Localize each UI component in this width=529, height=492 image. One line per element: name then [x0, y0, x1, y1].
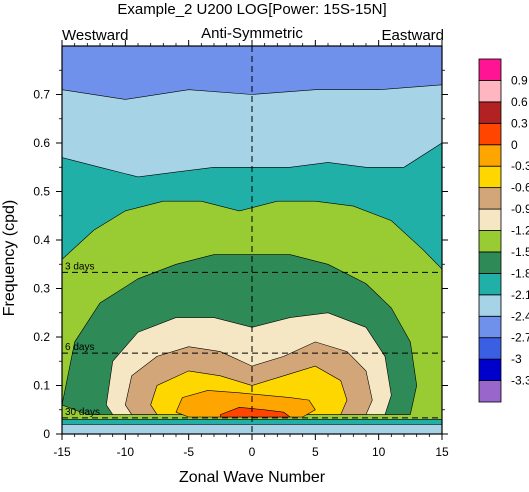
- y-tick-label: 0.3: [33, 282, 50, 296]
- colorbar-label: -0.3: [511, 159, 529, 173]
- colorbar-box: [478, 208, 502, 231]
- y-tick-label: 0: [43, 427, 50, 441]
- x-tick-label: 0: [249, 445, 256, 459]
- y-tick-label: 0.4: [33, 233, 50, 247]
- colorbar-box: [478, 101, 502, 124]
- x-tick-label: 15: [435, 445, 449, 459]
- x-tick-label: -15: [53, 445, 71, 459]
- colorbar-box: [478, 315, 502, 339]
- period-label: 30 days: [65, 407, 100, 418]
- westward-label: Westward: [62, 27, 128, 44]
- x-tick-label: 10: [372, 445, 386, 459]
- colorbar-label: -1.5: [511, 245, 529, 259]
- colorbar-label: 0: [511, 138, 518, 152]
- x-tick-label: -10: [117, 445, 135, 459]
- contour-region: [220, 406, 291, 418]
- colorbar-label: -1.2: [511, 224, 529, 238]
- colorbar-label: -0.9: [511, 202, 529, 216]
- period-label: 6 days: [65, 342, 94, 353]
- colorbar-label: -2.1: [511, 288, 529, 302]
- colorbar-box: [478, 187, 502, 210]
- colorbar-label: -3.3: [511, 374, 529, 388]
- y-tick-label: 0.7: [33, 88, 50, 102]
- colorbar-box: [478, 380, 502, 403]
- colorbar-box: [478, 80, 502, 103]
- colorbar-label: -2.7: [511, 331, 529, 345]
- colorbar-label: 0.6: [511, 95, 528, 109]
- period-label: 3 days: [65, 261, 94, 272]
- x-tick-label: -5: [183, 445, 194, 459]
- x-tick-label: 5: [312, 445, 319, 459]
- colorbar-box: [478, 294, 502, 317]
- colorbar-label: -0.6: [511, 181, 529, 195]
- y-tick-label: 0.5: [33, 185, 50, 199]
- colorbar-box: [478, 144, 502, 167]
- colorbar-box: [478, 165, 502, 189]
- plot-area: 30 days 6 days 3 days: [62, 46, 442, 434]
- eastward-label: Eastward: [381, 27, 444, 44]
- chart-subtitle: Anti-Symmetric: [201, 25, 303, 42]
- colorbar-box: [478, 230, 502, 253]
- colorbar-box: [478, 122, 502, 146]
- colorbar-box: [478, 358, 502, 381]
- colorbar-label: -3: [511, 352, 522, 366]
- colorbar-label: 0.9: [511, 73, 528, 87]
- colorbar: -3.3 -3 -2.7 -2.4 -2.1 -1.8 -1.5 -1.2 -0.9 -0.6 -0…: [478, 58, 529, 403]
- colorbar-box: [478, 251, 502, 274]
- y-tick-label: 0.1: [33, 379, 50, 393]
- chart-title: Example_2 U200 LOG[Power: 15S-15N]: [117, 1, 386, 18]
- colorbar-label: 0.3: [511, 116, 528, 130]
- y-tick-label: 0.6: [33, 136, 50, 150]
- colorbar-box: [478, 337, 502, 360]
- y-tick-label: 0.2: [33, 330, 50, 344]
- colorbar-label: -2.4: [511, 309, 529, 323]
- colorbar-box: [478, 58, 502, 81]
- y-axis-label: Frequency (cpd): [1, 200, 18, 317]
- x-axis-label: Zonal Wave Number: [179, 469, 326, 486]
- colorbar-box: [478, 272, 502, 296]
- colorbar-label: -1.8: [511, 266, 529, 280]
